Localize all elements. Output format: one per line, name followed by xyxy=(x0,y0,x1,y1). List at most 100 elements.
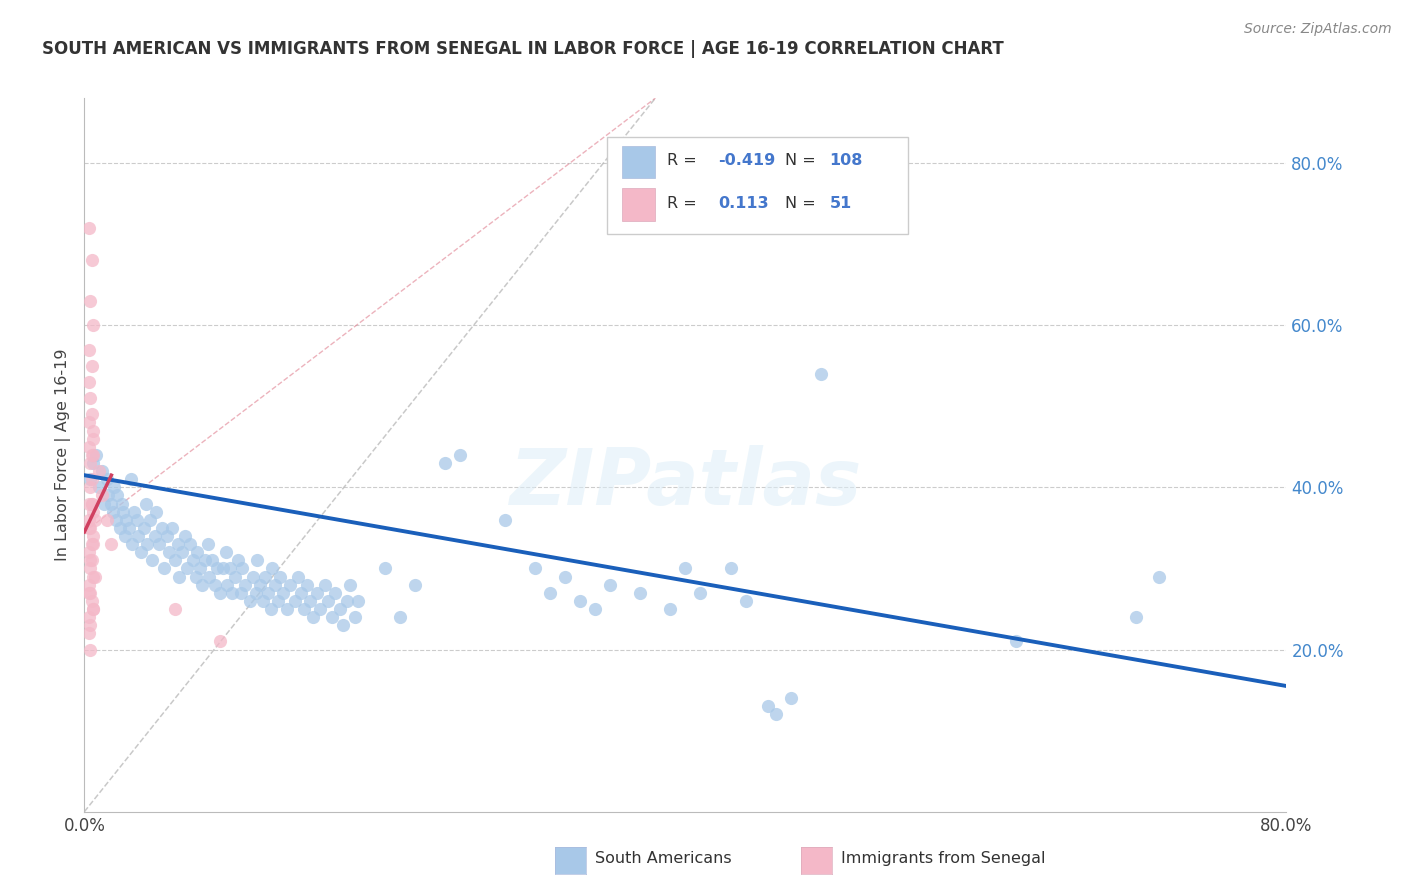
Point xyxy=(80,553,103,567)
Point xyxy=(166,537,188,551)
Point xyxy=(82,569,104,583)
Point xyxy=(252,594,274,608)
Point xyxy=(1147,569,1170,583)
Point xyxy=(336,594,359,608)
Text: 51: 51 xyxy=(830,195,852,211)
Point xyxy=(267,594,290,608)
Point xyxy=(77,610,100,624)
Point xyxy=(765,707,787,722)
Point xyxy=(217,577,239,591)
Text: 108: 108 xyxy=(830,153,863,168)
Point xyxy=(127,529,149,543)
Point xyxy=(253,569,276,583)
Point xyxy=(79,642,101,657)
Point xyxy=(524,561,547,575)
Point xyxy=(329,602,352,616)
Point xyxy=(114,529,136,543)
Point xyxy=(82,448,104,462)
Point xyxy=(321,610,343,624)
Point xyxy=(720,561,742,575)
Point xyxy=(538,586,561,600)
Point xyxy=(332,618,354,632)
Point xyxy=(89,480,111,494)
Point xyxy=(309,602,332,616)
Point xyxy=(80,448,103,462)
Point xyxy=(79,553,101,567)
Point xyxy=(374,561,396,575)
Text: 0.113: 0.113 xyxy=(718,195,769,211)
Point xyxy=(97,488,120,502)
Point xyxy=(628,586,651,600)
Point xyxy=(659,602,682,616)
Point xyxy=(131,545,153,559)
Point xyxy=(224,569,246,583)
Point xyxy=(91,488,114,502)
Y-axis label: In Labor Force | Age 16-19: In Labor Force | Age 16-19 xyxy=(55,349,72,561)
Point xyxy=(79,456,101,470)
Point xyxy=(249,577,271,591)
Point xyxy=(80,497,103,511)
Point xyxy=(107,488,129,502)
FancyBboxPatch shape xyxy=(621,145,655,178)
Point xyxy=(205,561,228,575)
Point xyxy=(245,586,267,600)
Point xyxy=(104,513,127,527)
Point xyxy=(233,577,256,591)
Point xyxy=(208,586,231,600)
Point xyxy=(262,561,284,575)
Point xyxy=(79,293,101,308)
Point xyxy=(77,497,100,511)
Point xyxy=(675,561,697,575)
Point xyxy=(77,626,100,640)
Point xyxy=(145,505,167,519)
Text: ZIPatlas: ZIPatlas xyxy=(509,445,862,522)
Point xyxy=(80,472,103,486)
Point xyxy=(82,602,104,616)
Point xyxy=(143,529,166,543)
Point xyxy=(271,586,294,600)
Point xyxy=(103,480,125,494)
Point xyxy=(79,472,101,486)
Point xyxy=(347,594,370,608)
Point xyxy=(93,497,115,511)
Point xyxy=(111,497,134,511)
Point xyxy=(77,577,100,591)
Point xyxy=(170,545,193,559)
Point xyxy=(83,569,105,583)
Point xyxy=(301,610,323,624)
Text: Source: ZipAtlas.com: Source: ZipAtlas.com xyxy=(1244,22,1392,37)
Point xyxy=(80,497,103,511)
Point xyxy=(80,408,103,422)
Point xyxy=(231,561,253,575)
Point xyxy=(80,537,103,551)
Point xyxy=(434,456,457,470)
Point xyxy=(242,569,264,583)
Point xyxy=(314,577,336,591)
Point xyxy=(82,505,104,519)
Point xyxy=(134,521,156,535)
Point xyxy=(583,602,606,616)
Text: N =: N = xyxy=(785,153,821,168)
Point xyxy=(156,529,179,543)
Point xyxy=(810,367,832,381)
Point xyxy=(388,610,411,624)
Point xyxy=(157,545,180,559)
Point xyxy=(188,561,211,575)
Point xyxy=(278,577,301,591)
Point xyxy=(80,359,103,373)
Text: South Americans: South Americans xyxy=(595,851,731,865)
Point xyxy=(153,561,176,575)
Point xyxy=(80,253,103,268)
Point xyxy=(91,464,114,478)
Point xyxy=(221,586,243,600)
Point xyxy=(734,594,756,608)
Point xyxy=(115,513,138,527)
Point xyxy=(100,537,122,551)
Point xyxy=(82,424,104,438)
Point xyxy=(136,537,159,551)
Point xyxy=(82,432,104,446)
Point xyxy=(79,561,101,575)
Point xyxy=(198,569,221,583)
Point xyxy=(1125,610,1147,624)
Point xyxy=(208,634,231,648)
